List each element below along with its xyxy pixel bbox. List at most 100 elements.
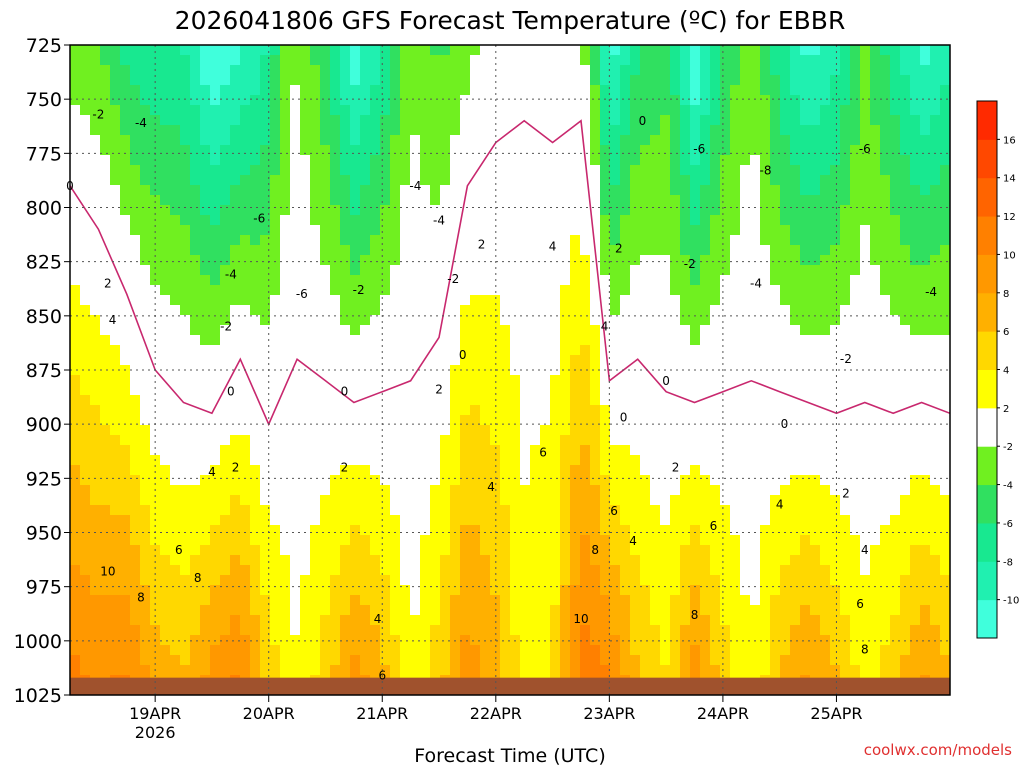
temp-cell — [380, 125, 391, 136]
temp-cell — [300, 305, 311, 316]
temp-cell — [730, 165, 741, 176]
temp-cell — [560, 485, 571, 496]
temp-cell — [790, 365, 801, 376]
temp-cell — [690, 525, 701, 536]
temp-cell — [890, 255, 901, 266]
temp-cell — [590, 345, 601, 356]
temp-cell — [240, 205, 251, 216]
temp-cell — [940, 195, 950, 206]
temp-cell — [370, 355, 381, 366]
temp-cell — [500, 515, 511, 526]
temp-cell — [460, 575, 471, 586]
temp-cell — [340, 175, 351, 186]
temp-cell — [540, 565, 551, 576]
temp-cell — [160, 235, 171, 246]
temp-cell — [380, 225, 391, 236]
temp-cell — [460, 305, 471, 316]
temp-cell — [770, 435, 781, 446]
temp-cell — [410, 605, 421, 616]
temp-cell — [820, 135, 831, 146]
temp-cell — [700, 55, 711, 66]
temp-cell — [240, 215, 251, 226]
temp-cell — [140, 235, 151, 246]
temp-cell — [290, 175, 301, 186]
temp-cell — [300, 345, 311, 356]
temp-cell — [70, 365, 81, 376]
temp-cell — [330, 105, 341, 116]
temp-cell — [230, 565, 241, 576]
temp-cell — [650, 45, 661, 56]
temp-cell — [690, 45, 701, 56]
temp-cell — [930, 455, 941, 466]
temp-cell — [490, 595, 501, 606]
temp-cell — [750, 405, 761, 416]
temp-cell — [550, 455, 561, 466]
temp-cell — [810, 195, 821, 206]
temp-cell — [200, 485, 211, 496]
temp-cell — [400, 175, 411, 186]
temp-cell — [380, 475, 391, 486]
temp-cell — [120, 375, 131, 386]
temp-cell — [630, 135, 641, 146]
temp-cell — [930, 215, 941, 226]
temp-cell — [380, 105, 391, 116]
temp-cell — [600, 215, 611, 226]
temp-cell — [780, 105, 791, 116]
temp-cell — [650, 435, 661, 446]
temp-cell — [880, 285, 891, 296]
temp-cell — [250, 295, 261, 306]
temp-cell — [480, 465, 491, 476]
temp-cell — [930, 395, 941, 406]
temp-cell — [470, 255, 481, 266]
temp-cell — [580, 195, 591, 206]
temp-cell — [180, 355, 191, 366]
temp-cell — [80, 585, 91, 596]
temp-cell — [400, 505, 411, 516]
temp-cell — [400, 495, 411, 506]
temp-cell — [430, 475, 441, 486]
temp-cell — [820, 265, 831, 276]
temp-cell — [670, 195, 681, 206]
temp-cell — [720, 265, 731, 276]
temp-cell — [450, 575, 461, 586]
temp-cell — [920, 595, 931, 606]
temp-cell — [370, 385, 381, 396]
temp-cell — [830, 345, 841, 356]
temp-cell — [410, 125, 421, 136]
temp-cell — [920, 275, 931, 286]
temp-cell — [890, 565, 901, 576]
temp-cell — [90, 475, 101, 486]
temp-cell — [660, 345, 671, 356]
temp-cell — [340, 185, 351, 196]
temp-cell — [760, 295, 771, 306]
temp-cell — [880, 445, 891, 456]
temp-cell — [290, 345, 301, 356]
temp-cell — [640, 445, 651, 456]
temp-cell — [180, 485, 191, 496]
temp-cell — [350, 215, 361, 226]
temp-cell — [390, 515, 401, 526]
temp-cell — [530, 605, 541, 616]
temp-cell — [260, 215, 271, 226]
temp-cell — [580, 385, 591, 396]
temp-cell — [300, 415, 311, 426]
temp-cell — [920, 235, 931, 246]
temp-cell — [830, 475, 841, 486]
temp-cell — [370, 495, 381, 506]
temp-cell — [130, 525, 141, 536]
temp-cell — [710, 525, 721, 536]
temp-cell — [350, 435, 361, 446]
temp-cell — [420, 325, 431, 336]
temp-cell — [620, 475, 631, 486]
temp-cell — [880, 385, 891, 396]
temp-cell — [520, 215, 531, 226]
temp-cell — [510, 255, 521, 266]
temp-cell — [430, 75, 441, 86]
temp-cell — [930, 375, 941, 386]
temp-cell — [540, 505, 551, 516]
temp-cell — [330, 45, 341, 56]
temp-cell — [790, 305, 801, 316]
temp-cell — [830, 255, 841, 266]
temp-cell — [130, 115, 141, 126]
temp-cell — [200, 395, 211, 406]
